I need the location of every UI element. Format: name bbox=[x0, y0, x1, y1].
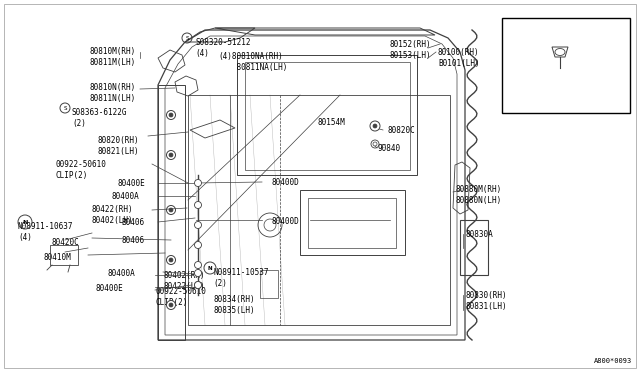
Text: 00922-50610
CLIP(2): 00922-50610 CLIP(2) bbox=[156, 287, 207, 307]
Text: 80400E: 80400E bbox=[118, 179, 146, 188]
Bar bbox=[502, 18, 630, 113]
Text: 80830A: 80830A bbox=[466, 230, 493, 239]
Text: 60895: 60895 bbox=[548, 78, 572, 87]
Text: 00922-50610
CLIP(2): 00922-50610 CLIP(2) bbox=[55, 160, 106, 180]
Circle shape bbox=[169, 303, 173, 307]
Circle shape bbox=[169, 113, 173, 117]
Text: 80400D: 80400D bbox=[271, 217, 299, 226]
Circle shape bbox=[166, 151, 175, 160]
Text: (4)80810NA(RH)
    80811NA(LH): (4)80810NA(RH) 80811NA(LH) bbox=[218, 52, 287, 72]
Text: 80422(RH)
80402(LH): 80422(RH) 80402(LH) bbox=[91, 205, 132, 225]
Text: 80834(RH)
80835(LH): 80834(RH) 80835(LH) bbox=[213, 295, 255, 315]
Text: S: S bbox=[63, 106, 67, 110]
Circle shape bbox=[195, 202, 202, 208]
Text: B0406: B0406 bbox=[121, 218, 144, 227]
Text: 80400A: 80400A bbox=[108, 269, 136, 278]
Circle shape bbox=[195, 262, 202, 269]
Text: 90840: 90840 bbox=[378, 144, 401, 153]
Bar bbox=[245, 62, 410, 170]
Text: 80410M: 80410M bbox=[44, 253, 72, 262]
Circle shape bbox=[195, 282, 202, 289]
Circle shape bbox=[195, 221, 202, 228]
Circle shape bbox=[195, 269, 202, 276]
Circle shape bbox=[169, 153, 173, 157]
Text: N: N bbox=[22, 219, 28, 224]
Circle shape bbox=[166, 110, 175, 119]
Text: 80154M: 80154M bbox=[318, 118, 346, 127]
Text: 80880M(RH)
80880N(LH): 80880M(RH) 80880N(LH) bbox=[456, 185, 502, 205]
Circle shape bbox=[195, 241, 202, 248]
Bar bbox=[260, 270, 278, 298]
Text: S: S bbox=[185, 35, 189, 41]
Text: 80100(RH)
B0101(LH): 80100(RH) B0101(LH) bbox=[438, 48, 479, 68]
Circle shape bbox=[370, 121, 380, 131]
Text: 80400A: 80400A bbox=[112, 192, 140, 201]
Bar bbox=[50, 245, 78, 265]
Circle shape bbox=[166, 205, 175, 215]
Text: 80810N(RH)
80811N(LH): 80810N(RH) 80811N(LH) bbox=[90, 83, 136, 103]
Text: 80406: 80406 bbox=[121, 236, 144, 245]
Text: N08911-10537
(2): N08911-10537 (2) bbox=[213, 268, 269, 288]
Text: 80402(RH)
80422(LH): 80402(RH) 80422(LH) bbox=[164, 271, 205, 291]
Text: 80152(RH)
80153(LH): 80152(RH) 80153(LH) bbox=[390, 40, 431, 60]
Text: 80820C: 80820C bbox=[388, 126, 416, 135]
Circle shape bbox=[195, 180, 202, 186]
Bar bbox=[460, 220, 488, 275]
Bar bbox=[308, 198, 396, 248]
Circle shape bbox=[166, 301, 175, 310]
Text: 80420C: 80420C bbox=[52, 238, 80, 247]
Bar bbox=[300, 190, 405, 255]
Text: S08363-6122G
(2): S08363-6122G (2) bbox=[72, 108, 127, 128]
Circle shape bbox=[169, 208, 173, 212]
Text: N: N bbox=[208, 266, 212, 270]
Circle shape bbox=[373, 124, 377, 128]
Text: 80400E: 80400E bbox=[96, 284, 124, 293]
Text: 80400D: 80400D bbox=[271, 178, 299, 187]
Circle shape bbox=[166, 256, 175, 264]
Circle shape bbox=[195, 282, 202, 289]
Text: N08911-10637
(4): N08911-10637 (4) bbox=[18, 222, 74, 242]
Text: 80810M(RH)
80811M(LH): 80810M(RH) 80811M(LH) bbox=[90, 47, 136, 67]
Bar bbox=[237, 55, 417, 175]
Circle shape bbox=[169, 258, 173, 262]
Text: 80830(RH)
80831(LH): 80830(RH) 80831(LH) bbox=[466, 291, 508, 311]
Text: S08320-51212
(4): S08320-51212 (4) bbox=[195, 38, 250, 58]
Text: A800*0093: A800*0093 bbox=[594, 358, 632, 364]
Text: 80820(RH)
80821(LH): 80820(RH) 80821(LH) bbox=[98, 136, 140, 156]
